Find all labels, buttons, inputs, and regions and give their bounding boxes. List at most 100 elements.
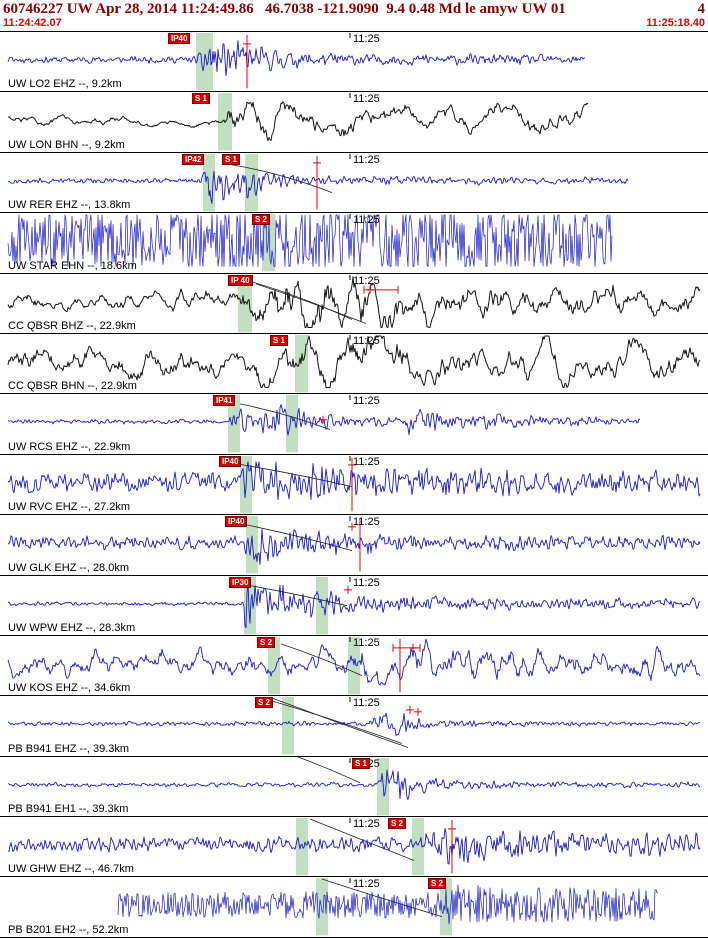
time-axis-label: 11:25 [353,455,380,468]
waveform-canvas[interactable] [0,455,708,514]
trace-row: IP41 UW RCS EHZ --, 22.9km 11:25 [0,394,708,455]
event-summary-row: 60746227 UW Apr 28, 2014 11:24:49.86 46.… [3,1,705,18]
station-label: UW GLK EHZ --, 28.0km [8,561,130,574]
time-axis-label: 11:25 [353,153,380,166]
pick-flag[interactable]: S 1 [352,757,371,769]
station-label: UW WPW EHZ --, 28.3km [8,621,136,634]
amplitude-marker[interactable] [348,523,356,531]
time-window-row: 11:24:42.07 11:25:18.40 [3,17,705,29]
time-axis-label: 11:25 [353,395,380,408]
pick-flag[interactable]: IP40 [225,516,248,528]
waveform-canvas[interactable] [0,274,708,333]
time-axis-label: 11:25 [353,636,380,649]
pick-flag[interactable]: S 2 [388,818,407,830]
trace-row: IP 40 CC QBSR BHZ --, 22.9km 11:25 [0,273,708,334]
window-end-time: 11:25:18.40 [646,17,705,29]
pick-window-band[interactable] [286,395,298,453]
waveform-canvas[interactable] [0,817,708,876]
waveform-canvas[interactable] [0,394,708,453]
waveform-trace [7,638,701,686]
pick-flag[interactable]: IP40 [168,33,191,44]
pick-flag[interactable]: S 2 [252,214,271,226]
time-axis-label: 11:25 [353,697,380,710]
pick-flag[interactable]: IP41 [213,395,236,407]
waveform-trace [7,335,701,388]
pick-window-band[interactable] [268,636,280,695]
pick-flag[interactable]: S 1 [222,153,241,165]
pick-flag[interactable]: S 2 [257,636,276,648]
pick-flag[interactable]: S 2 [428,878,447,890]
amplitude-marker[interactable] [313,158,321,167]
traveltime-curve [231,164,333,193]
traveltime-curve [255,283,367,324]
waveform-canvas[interactable] [0,696,708,755]
amplitude-marker[interactable] [414,708,422,717]
station-label: UW LO2 EHZ --, 9.2km [8,78,122,91]
pick-window-band[interactable] [245,153,258,212]
pick-flag[interactable]: IP30 [229,576,252,588]
waveform-canvas[interactable] [0,153,708,212]
pick-window-band[interactable] [295,334,308,393]
pick-flag[interactable]: S 1 [192,93,211,105]
pick-flag[interactable]: S 1 [270,334,289,346]
trace-row: S 2 UW STAR EHN --, 18.6km 11:25 [0,213,708,274]
amplitude-marker[interactable] [348,460,356,469]
amplitude-marker[interactable] [366,285,374,294]
waveform-trace [7,712,701,737]
waveform-canvas[interactable] [0,32,708,91]
pick-flag[interactable]: S 2 [255,697,274,709]
amplitude-marker[interactable] [406,706,414,715]
pick-window-band[interactable] [296,818,308,876]
amplitude-marker[interactable] [344,585,352,594]
pick-window-band[interactable] [348,636,360,695]
time-axis-label: 11:25 [353,878,380,891]
pick-flag[interactable]: IP40 [219,455,242,467]
time-axis-label: 11:25 [353,818,380,831]
pick-window-band[interactable] [238,274,252,332]
amplitude-marker[interactable] [448,824,456,833]
traveltime-curve [297,756,361,783]
waveform-trace [117,884,659,925]
station-label: UW STAR EHN --, 18.6km [8,259,137,272]
pick-window-band[interactable] [246,516,258,574]
trace-row: S 2 PB B941 EHZ --, 39.3km 11:25 [0,696,708,757]
event-summary: 60746227 UW Apr 28, 2014 11:24:49.86 46.… [3,1,566,17]
traveltime-curve [261,697,403,745]
pick-window-band[interactable] [282,697,294,755]
waveform-canvas[interactable] [0,213,708,272]
pick-window-band[interactable] [316,878,328,936]
event-flag-count: 4 [697,1,706,17]
waveform-canvas[interactable] [0,636,708,695]
trace-row: S 2 PB B201 EH2 --, 52.2km 11:25 [0,877,708,938]
pick-window-band[interactable] [228,395,240,453]
station-label: UW RVC EHZ --, 27.2km [8,501,131,514]
station-label: CC QBSR BHN --, 22.9km [8,380,137,393]
time-axis-label: 11:25 [353,516,380,529]
time-axis-label: 11:25 [353,334,380,347]
station-label: PB B941 EH1 --, 39.3km [8,803,129,816]
pick-flag[interactable]: IP 40 [228,274,253,286]
waveform-canvas[interactable] [0,334,708,393]
waveform-trace [7,580,701,628]
trace-row: IP40 UW GLK EHZ --, 28.0km 11:25 [0,515,708,576]
traveltime-curve [309,818,415,861]
trace-row: IP30 UW WPW EHZ --, 28.3km 11:25 [0,575,708,636]
waveform-canvas[interactable] [0,92,708,151]
station-label: CC QBSR BHZ --, 22.9km [8,319,136,332]
waveform-canvas[interactable] [0,576,708,635]
amplitude-marker[interactable] [243,39,251,48]
waveform-trace [7,170,629,204]
waveform-canvas[interactable] [0,756,708,816]
station-label: UW RCS EHZ --, 22.9km [8,440,131,453]
trace-row: S 1 CC QBSR BHN --, 22.9km 11:25 [0,333,708,395]
amplitude-marker[interactable] [319,416,327,425]
traveltime-curve [240,583,348,606]
pick-flag[interactable]: IP42 [182,153,205,165]
waveform-canvas[interactable] [0,877,708,936]
trace-row: S 1 UW LON BHN --, 9.2km 11:25 [0,92,708,153]
pick-window-band[interactable] [412,818,424,876]
waveform-canvas[interactable] [0,515,708,574]
station-label: PB B201 EH2 --, 52.2km [8,923,129,936]
amplitude-marker[interactable] [409,643,417,652]
